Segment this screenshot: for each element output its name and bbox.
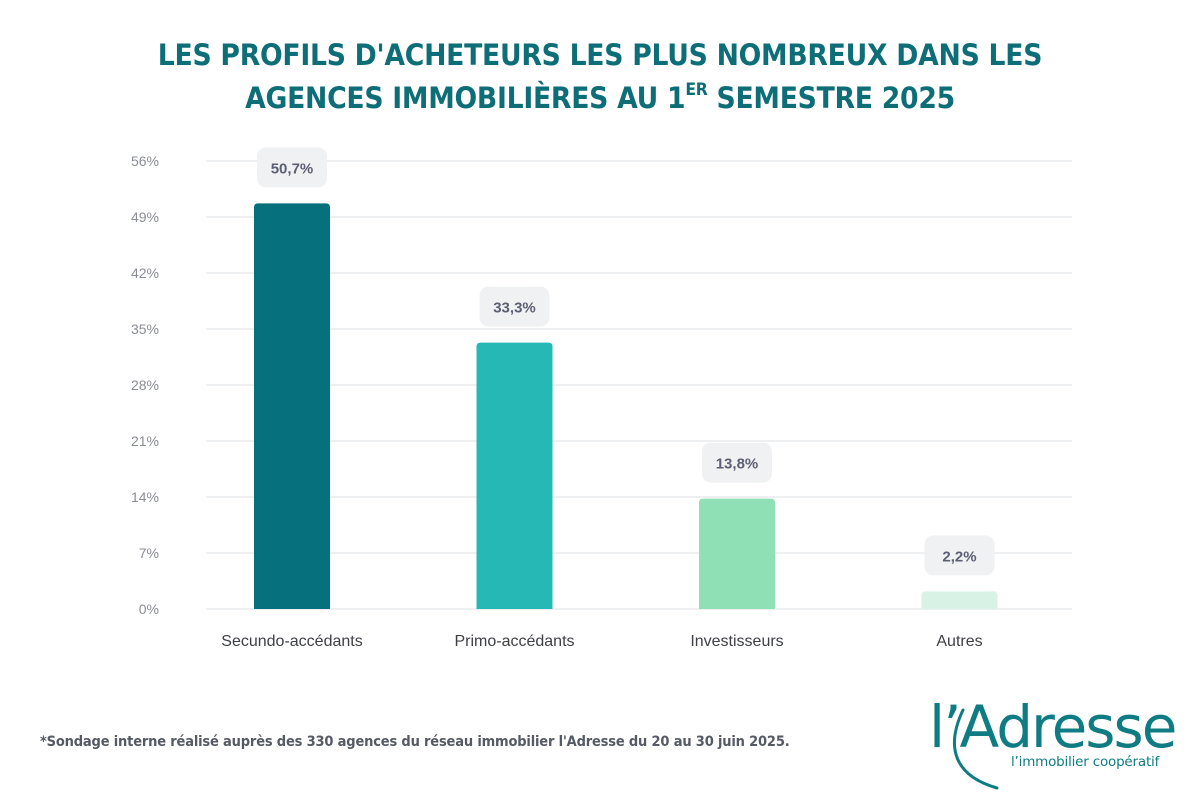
- logo-wordmark: l’Adresse: [929, 693, 1177, 761]
- y-tick-label: 35%: [131, 321, 159, 337]
- chart-title-line-2: AGENCES IMMOBILIÈRES AU 1ER SEMESTRE 202…: [48, 77, 1152, 120]
- x-tick-label: Primo-accédants: [454, 633, 574, 650]
- y-tick-label: 56%: [131, 153, 159, 169]
- title-line-2-end: SEMESTRE 2025: [707, 81, 956, 115]
- logo-tagline: l’immobilier coopératif: [1011, 754, 1160, 770]
- footnote: *Sondage interne réalisé auprès des 330 …: [40, 734, 790, 750]
- data-label: 2,2%: [942, 548, 976, 565]
- bars: [254, 203, 998, 609]
- bar: [476, 342, 553, 609]
- chart-title: LES PROFILS D'ACHETEURS LES PLUS NOMBREU…: [48, 34, 1152, 120]
- chart-title-line-1: LES PROFILS D'ACHETEURS LES PLUS NOMBREU…: [157, 38, 1043, 72]
- data-label: 50,7%: [271, 160, 314, 177]
- y-tick-label: 0%: [139, 601, 159, 617]
- data-label: 13,8%: [716, 456, 759, 473]
- bar: [921, 591, 998, 609]
- brand-logo: l’Adresse l’immobilier coopératif: [925, 693, 1177, 793]
- logo-swoosh-icon: [953, 708, 999, 790]
- x-tick-label: Investisseurs: [690, 633, 783, 650]
- data-label-box: [479, 286, 550, 327]
- y-tick-label: 42%: [131, 265, 159, 281]
- y-tick-label: 28%: [131, 377, 159, 393]
- y-tick-label: 21%: [131, 433, 159, 449]
- bar: [699, 498, 775, 609]
- bar: [254, 203, 330, 609]
- bar-chart: 0% 7% 14% 21% 28% 35% 42% 49% 56% 50,7% 33,3% 13,8…: [131, 147, 1072, 650]
- y-axis-ticks: 0% 7% 14% 21% 28% 35% 42% 49% 56%: [131, 153, 159, 617]
- x-tick-label: Secundo-accédants: [221, 633, 362, 650]
- data-labels: 50,7% 33,3% 13,8% 2,2%: [257, 147, 995, 576]
- title-superscript: ER: [685, 80, 708, 100]
- y-tick-label: 7%: [139, 545, 159, 561]
- data-label: 33,3%: [493, 300, 536, 317]
- title-line-2-text: AGENCES IMMOBILIÈRES AU 1: [245, 81, 686, 115]
- y-tick-label: 14%: [131, 489, 159, 505]
- y-tick-label: 49%: [131, 209, 159, 225]
- x-tick-label: Autres: [936, 633, 982, 650]
- data-label-box: [257, 147, 327, 188]
- data-label-box: [702, 442, 772, 483]
- data-label-box: [924, 535, 995, 576]
- x-axis-ticks: Secundo-accédants Primo-accédants Investis…: [221, 633, 982, 650]
